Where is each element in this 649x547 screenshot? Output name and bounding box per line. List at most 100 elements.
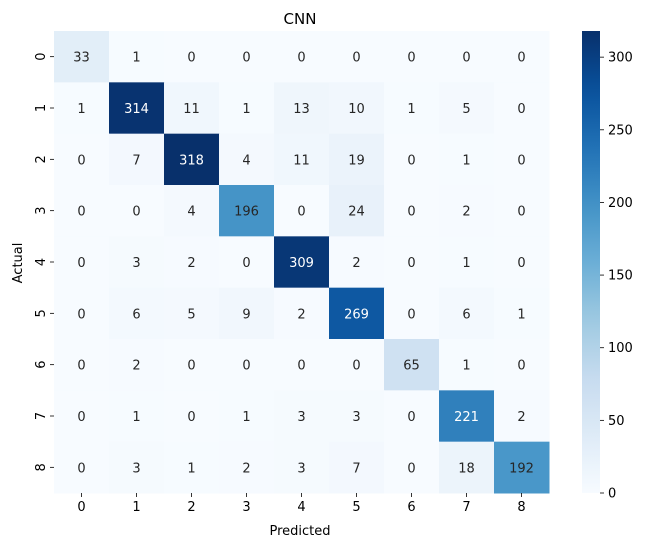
cell-value-label: 13	[293, 102, 310, 117]
heatmap-cell	[329, 31, 385, 83]
cell-value-label: 0	[242, 256, 250, 271]
y-tick-label: 5	[34, 309, 49, 317]
y-axis-label: Actual	[11, 243, 26, 284]
heatmap-cell	[219, 185, 275, 237]
heatmap-cell	[219, 287, 275, 340]
heatmap-cell	[54, 236, 110, 289]
heatmap-cell	[329, 82, 385, 135]
heatmap-cell	[54, 339, 110, 391]
cell-value-label: 0	[297, 359, 305, 374]
heatmap-cell	[274, 441, 330, 494]
cell-value-label: 3	[352, 410, 360, 425]
cell-value-label: 2	[242, 461, 250, 476]
colorbar-tick-label: 200	[608, 196, 633, 211]
colorbar	[582, 31, 600, 493]
heatmap-cell	[494, 236, 550, 289]
heatmap-cell	[164, 339, 220, 391]
cell-value-label: 7	[352, 461, 360, 476]
heatmap-cell	[54, 185, 110, 237]
cell-value-label: 1	[517, 307, 525, 322]
y-tick-label: 1	[34, 104, 49, 112]
heatmap-cell	[494, 339, 550, 391]
cell-value-label: 0	[187, 410, 195, 425]
colorbar-tick-label: 50	[608, 414, 625, 429]
heatmap-cell	[274, 236, 330, 289]
colorbar-tick-label: 250	[608, 123, 633, 138]
heatmap-cell	[109, 185, 165, 237]
cell-value-label: 0	[187, 359, 195, 374]
heatmap-cell	[164, 441, 220, 494]
heatmap-cell	[274, 133, 330, 186]
cell-value-label: 24	[348, 205, 365, 220]
colorbar-tick-label: 300	[608, 51, 633, 66]
cell-value-label: 1	[462, 359, 470, 374]
x-tick-label: 5	[352, 500, 360, 515]
heatmap-cell	[439, 133, 495, 186]
cell-value-label: 0	[352, 51, 360, 66]
heatmap-cell	[274, 31, 330, 83]
y-tick-label: 4	[34, 258, 49, 266]
heatmap-cell	[164, 185, 220, 237]
x-tick-label: 6	[407, 500, 415, 515]
x-axis-label: Predicted	[269, 524, 330, 539]
cell-value-label: 309	[289, 256, 314, 271]
cell-value-label: 0	[297, 51, 305, 66]
cell-value-label: 0	[77, 256, 85, 271]
heatmap-cell	[329, 441, 385, 494]
cell-value-label: 0	[517, 205, 525, 220]
heatmap-cell	[219, 236, 275, 289]
heatmap-cell	[384, 339, 440, 391]
cell-value-label: 65	[403, 359, 420, 374]
cell-value-label: 1	[242, 410, 250, 425]
cell-value-label: 0	[407, 256, 415, 271]
cell-value-label: 2	[352, 256, 360, 271]
heatmap-cell	[384, 287, 440, 340]
cell-value-label: 0	[517, 153, 525, 168]
x-tick-label: 7	[462, 500, 470, 515]
x-tick-label: 3	[242, 500, 250, 515]
heatmap-cell	[329, 339, 385, 391]
y-tick-label: 6	[34, 361, 49, 369]
x-tick-label: 2	[187, 500, 195, 515]
heatmap-cell	[219, 339, 275, 391]
cell-value-label: 5	[187, 307, 195, 322]
heatmap-cell	[384, 82, 440, 135]
cell-value-label: 1	[462, 256, 470, 271]
cell-value-label: 221	[454, 410, 479, 425]
heatmap-cell	[164, 287, 220, 340]
heatmap-cell	[439, 236, 495, 289]
y-tick-label: 8	[34, 463, 49, 471]
cell-value-label: 2	[462, 205, 470, 220]
heatmap-cell	[329, 185, 385, 237]
cell-value-label: 0	[77, 153, 85, 168]
cell-value-label: 2	[297, 307, 305, 322]
cell-value-label: 0	[77, 359, 85, 374]
heatmap-cell	[54, 82, 110, 135]
cell-value-label: 7	[132, 153, 140, 168]
heatmap-cell	[439, 441, 495, 494]
x-tick-label: 0	[77, 500, 85, 515]
heatmap-cell	[384, 236, 440, 289]
cell-value-label: 1	[462, 153, 470, 168]
heatmap-cells: 33 1 0 0 0 0 0 0 01 314 11 1 13 10 1 5 00 7 318 4 11 19 0 1 00 0 4…	[54, 31, 550, 494]
heatmap-cell	[329, 287, 385, 340]
cell-value-label: 196	[234, 205, 259, 220]
cell-value-label: 5	[462, 102, 470, 117]
heatmap-cell	[109, 441, 165, 494]
cell-value-label: 0	[77, 307, 85, 322]
cell-value-label: 269	[344, 307, 369, 322]
heatmap-cell	[109, 390, 165, 443]
cell-value-label: 1	[132, 410, 140, 425]
cell-value-label: 33	[73, 51, 90, 66]
cell-value-label: 0	[77, 461, 85, 476]
cell-value-label: 2	[517, 410, 525, 425]
cell-value-label: 0	[517, 51, 525, 66]
cell-value-label: 2	[132, 359, 140, 374]
cell-value-label: 3	[132, 461, 140, 476]
heatmap-cell	[164, 82, 220, 135]
heatmap-cell	[494, 133, 550, 186]
cell-value-label: 10	[348, 102, 365, 117]
heatmap-cell	[274, 390, 330, 443]
heatmap-cell	[54, 133, 110, 186]
